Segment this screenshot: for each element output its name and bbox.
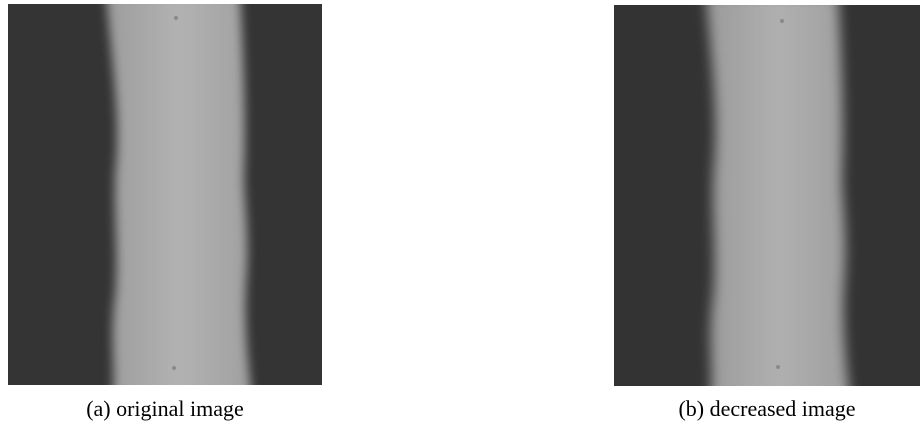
caption: (a) original image (86, 396, 244, 421)
original-image (8, 4, 322, 385)
caption: (b) decreased image (678, 396, 856, 421)
decreased-image (614, 5, 920, 386)
